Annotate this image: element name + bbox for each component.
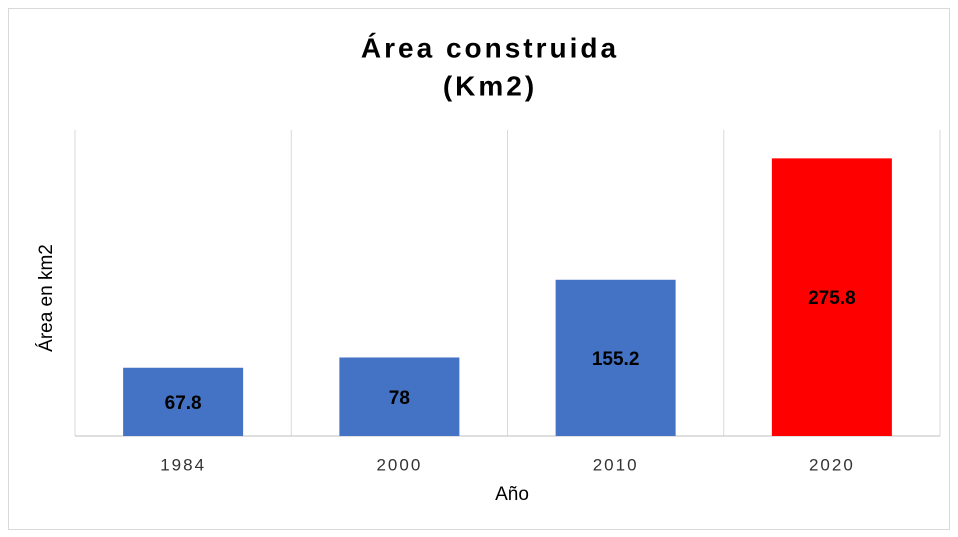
x-tick-label: 1984 (160, 455, 206, 474)
data-label: 155.2 (592, 349, 640, 370)
data-label: 78 (389, 388, 410, 409)
x-tick-label: 2010 (593, 455, 639, 474)
data-label: 67.8 (165, 393, 202, 414)
chart-title: Área construida (361, 32, 619, 63)
x-axis-label: Año (495, 484, 529, 505)
bar (123, 367, 244, 436)
x-tick-label: 2020 (809, 455, 855, 474)
y-axis-label: Área en km2 (36, 244, 57, 352)
chart-title: (Km2) (443, 70, 537, 101)
bar (771, 158, 892, 436)
x-tick-label: 2000 (376, 455, 422, 474)
data-label: 275.8 (808, 288, 856, 309)
bar (339, 357, 460, 436)
bar (555, 279, 676, 436)
